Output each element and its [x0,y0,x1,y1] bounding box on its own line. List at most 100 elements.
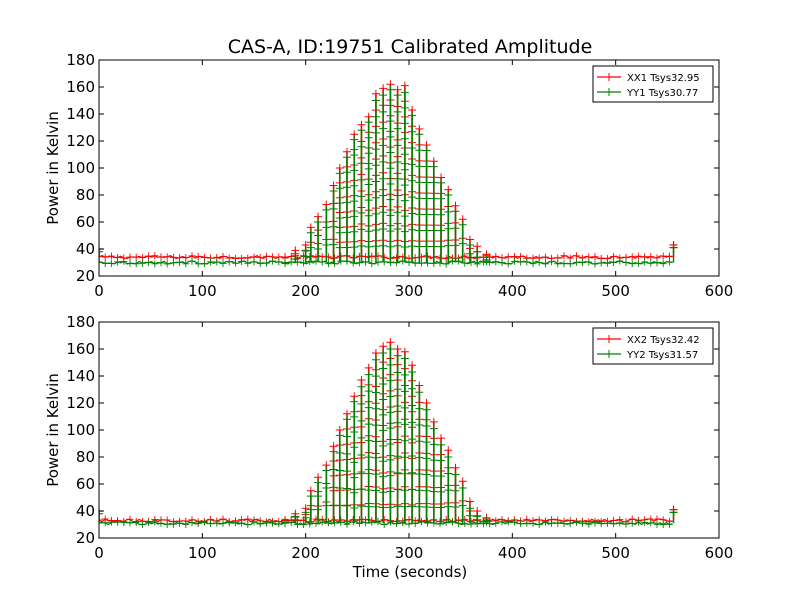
data-point-marker [219,252,227,260]
data-point-marker [548,519,556,527]
data-point-marker [335,199,344,208]
series-yy1 [99,85,678,268]
data-point-marker [343,449,351,458]
data-point-marker [479,520,487,528]
data-point-marker [408,209,417,218]
data-point-marker [429,417,438,426]
data-point-marker [256,520,264,528]
data-point-marker [523,519,531,527]
data-point-marker [386,360,395,369]
x-tick-label: 400 [498,282,527,300]
data-point-marker [343,243,351,252]
data-point-marker [665,258,673,266]
data-point-marker [422,178,431,187]
data-point-marker [386,148,395,157]
legend-marker [605,88,613,96]
data-point-marker [349,518,357,526]
data-point-marker [400,227,409,236]
data-point-marker [371,486,380,495]
data-point-marker [386,117,395,126]
data-point-marker [386,503,395,512]
data-point-marker [120,518,128,526]
data-point-marker [379,174,388,183]
data-point-marker [306,520,314,528]
data-point-marker [371,193,380,202]
y-tick-label: 100 [66,421,95,439]
data-point-marker [422,421,431,430]
data-point-marker [364,420,373,429]
data-point-marker [429,162,438,171]
data-point-marker [350,151,359,160]
data-point-marker [424,252,432,260]
data-point-marker [451,486,460,495]
data-point-marker [479,258,487,266]
data-point-marker [408,435,417,444]
data-point-marker [436,520,444,528]
data-point-marker [379,379,388,388]
data-point-marker [400,212,409,221]
data-point-marker [400,469,409,478]
data-point-marker [350,197,359,206]
data-point-marker [436,259,444,267]
data-point-marker [429,440,438,449]
data-point-marker [329,240,338,249]
data-point-marker [379,107,388,116]
x-tick-label: 500 [601,282,630,300]
data-point-marker [465,511,474,520]
data-point-marker [114,258,122,266]
data-point-marker [386,164,395,173]
data-point-marker [444,446,453,455]
data-point-marker [357,175,366,184]
data-point-marker [597,259,605,267]
data-point-marker [451,224,460,233]
x-tick-label: 100 [188,282,217,300]
data-point-marker [415,226,424,235]
data-point-marker [335,184,344,193]
data-point-marker [380,521,388,529]
data-point-marker [393,385,402,394]
data-point-marker [393,141,402,150]
data-point-marker [99,509,103,518]
data-point-marker [343,257,351,265]
data-point-marker [238,519,246,527]
data-point-marker [188,257,196,265]
data-point-marker [498,259,506,267]
data-point-marker [126,253,134,261]
data-point-marker [371,242,380,251]
data-point-marker [335,228,344,237]
data-point-marker [458,501,467,510]
data-point-marker [422,438,431,447]
legend-box [592,65,714,103]
data-point-marker [107,259,115,267]
data-point-marker [424,519,432,527]
data-point-marker [641,258,649,266]
data-point-marker [379,91,388,100]
x-tick-label: 600 [705,282,734,300]
y-tick-label: 60 [76,213,95,231]
data-point-marker [458,220,467,229]
data-point-marker [314,218,323,226]
data-point-marker [357,192,366,201]
data-point-marker [510,518,518,526]
data-point-marker [386,85,395,94]
data-point-marker [386,101,395,110]
y-tick-label: 20 [76,529,95,547]
data-point-marker [300,259,308,267]
data-point-marker [322,466,331,475]
data-point-marker [535,258,543,266]
data-point-marker [408,127,417,136]
data-point-marker [422,486,431,495]
data-point-marker [603,259,611,267]
data-point-marker [429,503,438,512]
data-point-marker [408,144,417,153]
data-point-marker [422,454,431,463]
x-tick-label: 100 [188,544,217,562]
data-point-marker [357,208,366,217]
data-point-marker [379,395,388,404]
data-point-marker [364,211,373,220]
data-point-marker [400,387,409,396]
data-point-marker [379,410,388,419]
data-point-marker [437,503,446,512]
data-point-marker [350,166,359,175]
data-point-marker [415,388,424,397]
